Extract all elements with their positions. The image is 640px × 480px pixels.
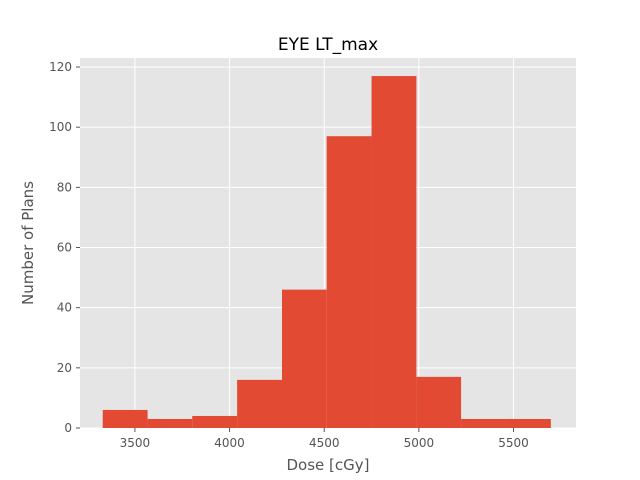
y-tick-label: 20 — [57, 361, 72, 375]
histogram-bar — [371, 76, 417, 429]
x-tick-label: 5000 — [404, 436, 435, 450]
y-axis-label: Number of Plans — [19, 181, 37, 305]
x-tick-label: 4000 — [214, 436, 245, 450]
y-tick-label: 40 — [57, 301, 72, 315]
histogram-bar — [461, 418, 506, 428]
x-tick-label: 3500 — [120, 436, 151, 450]
y-tick-label: 80 — [57, 180, 72, 194]
x-tick-label: 5500 — [498, 436, 529, 450]
y-tick-label: 100 — [49, 120, 72, 134]
axis-ticks: 3500 4000 4500 5000 5500 0 20 40 60 80 100 120 — [49, 60, 529, 450]
histogram-bar — [416, 376, 462, 428]
y-tick-label: 0 — [64, 421, 72, 435]
x-axis-label: Dose [cGy] — [287, 456, 370, 474]
histogram-bar — [326, 136, 372, 429]
x-tick-label: 4500 — [309, 436, 340, 450]
histogram-bar — [102, 409, 148, 428]
histogram-bar — [237, 379, 282, 428]
histogram-bar — [281, 289, 327, 428]
histogram-bar — [192, 415, 238, 428]
histogram-bar — [147, 418, 193, 428]
histogram-bars — [102, 76, 551, 429]
y-tick-label: 60 — [57, 241, 72, 255]
histogram-bar — [505, 418, 551, 428]
chart-title: EYE LT_max — [278, 35, 378, 55]
y-tick-label: 120 — [49, 60, 72, 74]
